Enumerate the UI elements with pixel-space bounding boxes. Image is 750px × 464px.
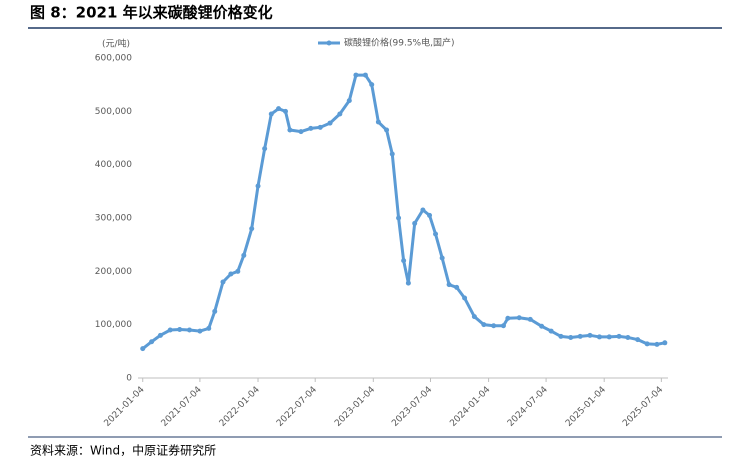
point <box>505 315 511 321</box>
point <box>249 226 255 232</box>
y-tick-label: 500,000 <box>95 107 132 117</box>
point <box>206 325 212 331</box>
point <box>262 146 268 152</box>
source-note: 资料来源：Wind，中原证券研究所 <box>30 443 216 458</box>
point <box>606 334 612 340</box>
y-tick-label: 200,000 <box>95 267 132 277</box>
point <box>662 340 668 346</box>
point <box>568 334 574 340</box>
point <box>644 341 650 347</box>
point <box>235 268 241 274</box>
point <box>527 316 533 322</box>
point <box>433 231 439 237</box>
point <box>596 334 602 340</box>
point <box>625 334 631 340</box>
point <box>186 327 192 333</box>
y-tick-label: 300,000 <box>95 214 132 224</box>
point <box>654 341 660 347</box>
chart-title: 图 8：2021 年以来碳酸锂价格变化 <box>30 4 273 22</box>
x-tick-label: 2021-01-04 <box>103 385 147 429</box>
x-tick-label: 2022-07-04 <box>275 385 319 429</box>
point <box>405 280 411 286</box>
line <box>141 73 666 350</box>
point <box>548 328 554 334</box>
x-tick-label: 2024-07-04 <box>506 385 550 429</box>
point <box>616 333 622 339</box>
point <box>500 323 506 329</box>
point <box>384 127 390 133</box>
point <box>539 323 545 329</box>
point <box>454 284 460 290</box>
point <box>439 255 445 261</box>
point <box>167 327 173 333</box>
point <box>362 72 368 78</box>
y-tick-label: 100,000 <box>95 320 132 330</box>
point <box>401 258 407 264</box>
point <box>308 125 314 131</box>
x-tick-label: 2023-07-04 <box>390 385 434 429</box>
x-tick-label: 2024-01-04 <box>448 385 492 429</box>
point <box>420 207 426 213</box>
point <box>241 252 247 258</box>
point <box>157 332 163 338</box>
point <box>177 326 183 332</box>
point <box>283 108 289 114</box>
point <box>491 323 497 329</box>
point <box>287 127 293 133</box>
legend-marker <box>326 40 332 46</box>
point <box>346 98 352 104</box>
point <box>353 72 359 78</box>
point <box>375 119 381 125</box>
point <box>220 279 226 285</box>
point <box>276 106 282 112</box>
point <box>255 183 261 189</box>
point <box>558 333 564 339</box>
point <box>140 346 146 352</box>
y-tick-label: 400,000 <box>95 160 132 170</box>
x-tick-label: 2022-01-04 <box>218 385 262 429</box>
point <box>587 332 593 338</box>
y-tick-label: 0 <box>126 374 132 384</box>
y-tick-label: 600,000 <box>95 54 132 64</box>
x-tick-label: 2023-01-04 <box>333 385 377 429</box>
point <box>396 215 402 221</box>
point <box>577 333 583 339</box>
point <box>446 282 452 288</box>
point <box>516 315 522 321</box>
point <box>317 124 323 130</box>
point <box>228 271 234 277</box>
x-tick-label: 2025-07-04 <box>621 385 665 429</box>
point <box>412 220 418 226</box>
x-tick-label: 2025-01-04 <box>564 385 608 429</box>
point <box>149 339 155 345</box>
point <box>268 111 274 117</box>
point <box>337 111 343 117</box>
y-axis-label: (元/吨) <box>102 38 130 50</box>
point <box>462 295 468 301</box>
point <box>427 212 433 218</box>
point <box>389 151 395 157</box>
point <box>327 120 333 126</box>
point <box>481 322 487 328</box>
x-tick-label: 2021-07-04 <box>160 385 204 429</box>
point <box>298 129 304 135</box>
point <box>212 308 218 314</box>
legend-label: 碳酸锂价格(99.5%电,国产) <box>344 37 454 49</box>
point <box>197 328 203 334</box>
point <box>635 337 641 343</box>
point <box>369 82 375 88</box>
point <box>471 314 477 320</box>
